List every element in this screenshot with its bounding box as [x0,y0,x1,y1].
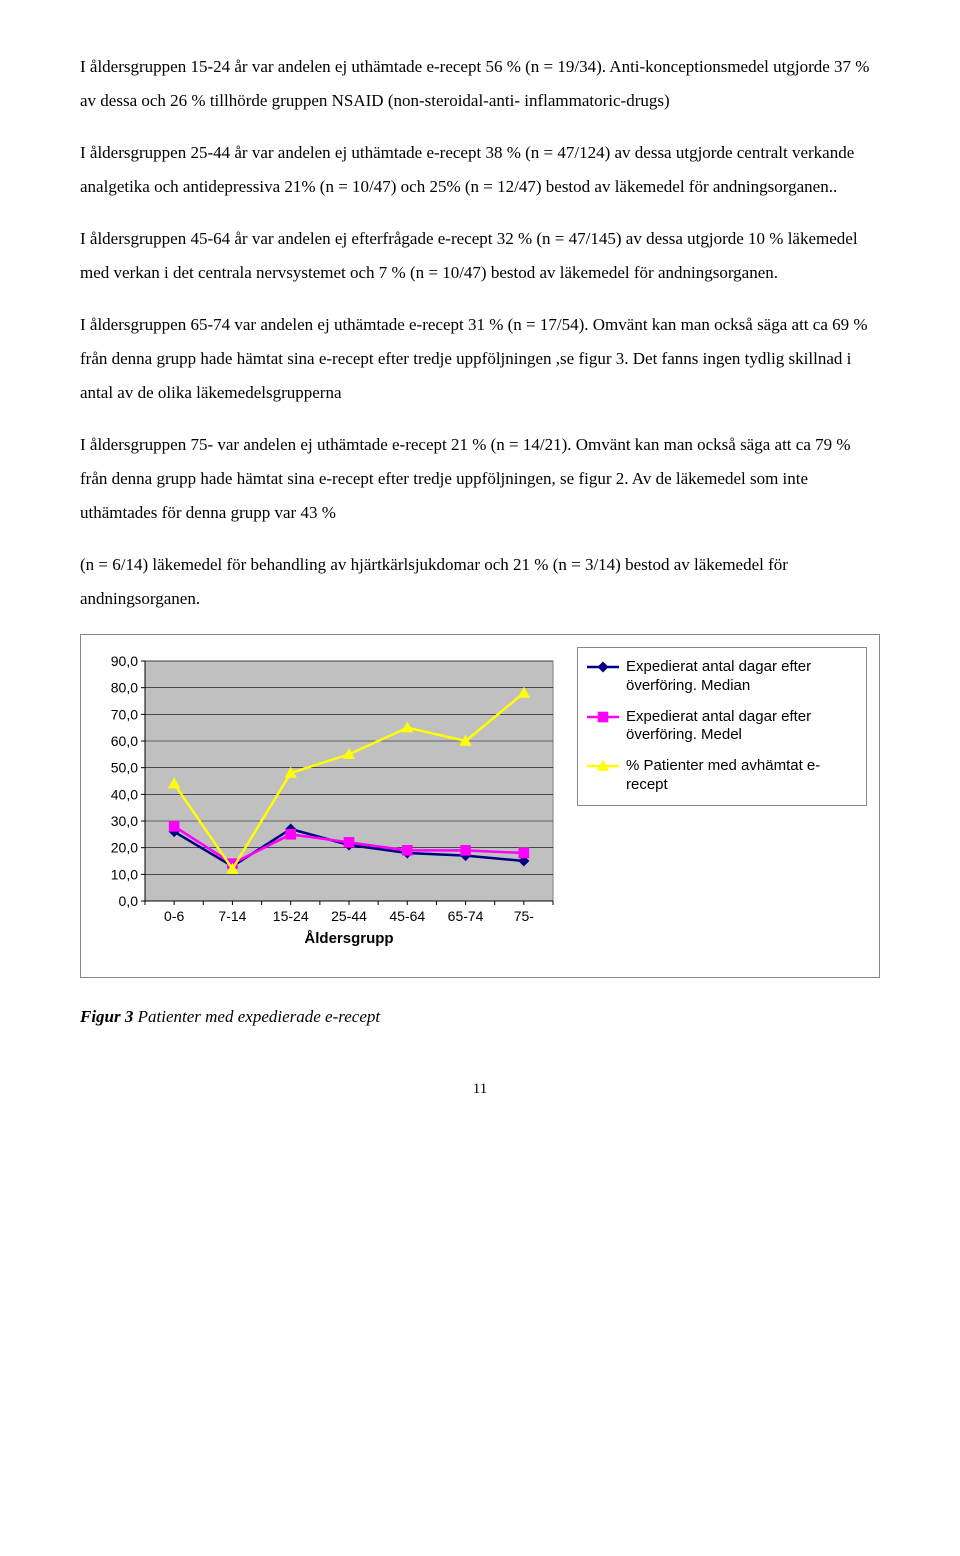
svg-text:75-: 75- [514,908,535,924]
svg-text:40,0: 40,0 [111,786,138,802]
page-number: 11 [80,1074,880,1104]
svg-text:80,0: 80,0 [111,680,138,696]
document-page: I åldersgruppen 15-24 år var andelen ej … [0,0,960,1144]
paragraph-6: (n = 6/14) läkemedel för behandling av h… [80,548,880,616]
svg-text:0-6: 0-6 [164,908,184,924]
legend-marker-median [586,658,620,676]
legend-item-median: Expedierat antal dagar efter överföring.… [586,658,858,696]
figure-container: 0,0 10,0 20,0 30,0 40,0 50,0 60,0 70,0 80,0 90,0 0… [80,634,880,978]
figure-caption: Figur 3 Patienter med expedierade e-rece… [80,1000,880,1034]
svg-text:Åldersgrupp: Åldersgrupp [304,930,393,947]
svg-text:90,0: 90,0 [111,653,138,669]
svg-text:0,0: 0,0 [119,893,139,909]
svg-text:60,0: 60,0 [111,733,138,749]
legend-item-pct: % Patienter med avhämtat e-recept [586,757,858,795]
svg-text:45-64: 45-64 [389,908,425,924]
legend-label-pct: % Patienter med avhämtat e-recept [626,757,858,795]
svg-text:30,0: 30,0 [111,813,138,829]
legend-column: Expedierat antal dagar efter överföring.… [563,647,867,806]
paragraph-5: I åldersgruppen 75- var andelen ej uthäm… [80,428,880,530]
svg-text:10,0: 10,0 [111,866,138,882]
legend-label-median: Expedierat antal dagar efter överföring.… [626,658,858,696]
svg-text:7-14: 7-14 [218,908,246,924]
svg-text:15-24: 15-24 [273,908,309,924]
chart-legend: Expedierat antal dagar efter överföring.… [577,647,867,806]
svg-text:65-74: 65-74 [448,908,484,924]
legend-item-mean: Expedierat antal dagar efter överföring.… [586,708,858,746]
paragraph-3: I åldersgruppen 45-64 år var andelen ej … [80,222,880,290]
caption-label: Figur 3 [80,1007,133,1026]
svg-text:70,0: 70,0 [111,706,138,722]
line-chart: 0,0 10,0 20,0 30,0 40,0 50,0 60,0 70,0 80,0 90,0 0… [93,647,563,957]
chart-area: 0,0 10,0 20,0 30,0 40,0 50,0 60,0 70,0 80,0 90,0 0… [93,647,563,969]
svg-text:25-44: 25-44 [331,908,367,924]
caption-text: Patienter med expedierade e-recept [133,1007,380,1026]
legend-label-mean: Expedierat antal dagar efter överföring.… [626,708,858,746]
paragraph-4: I åldersgruppen 65-74 var andelen ej uth… [80,308,880,410]
legend-marker-pct [586,757,620,775]
paragraph-2: I åldersgruppen 25-44 år var andelen ej … [80,136,880,204]
svg-text:50,0: 50,0 [111,760,138,776]
legend-marker-mean [586,708,620,726]
svg-text:20,0: 20,0 [111,840,138,856]
paragraph-1: I åldersgruppen 15-24 år var andelen ej … [80,50,880,118]
